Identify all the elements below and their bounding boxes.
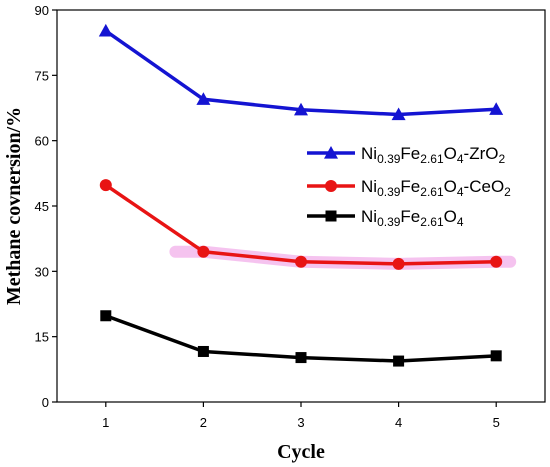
x-tick-label: 5	[493, 415, 500, 430]
series-ceo2	[99, 179, 517, 270]
x-tick-label: 2	[200, 415, 207, 430]
legend-label: Ni0.39Fe2.61O4	[361, 207, 464, 229]
y-tick-label: 45	[35, 199, 49, 214]
data-point-triangle	[98, 23, 113, 37]
legend-marker-circle	[325, 180, 337, 192]
data-point-triangle	[489, 102, 504, 115]
legend-label-text: Ni	[361, 177, 377, 196]
legend-label-text: Ni	[361, 207, 377, 226]
legend-label-subscript: 4	[457, 152, 464, 166]
legend-label-text: O	[444, 144, 457, 163]
series-zro2	[98, 23, 504, 121]
y-axis-title: Methane covnersion/%	[3, 107, 25, 305]
legend-label-subscript: 0.39	[377, 185, 401, 199]
legend-entry-ceo2: Ni0.39Fe2.61O4-CeO2	[307, 177, 511, 199]
legend-entry-base: Ni0.39Fe2.61O4	[307, 207, 464, 229]
data-point-circle	[392, 257, 405, 270]
data-point-square	[490, 350, 502, 362]
legend-label-text: Fe	[400, 177, 420, 196]
legend-label-subscript: 0.39	[377, 215, 401, 229]
legend-label-text: -ZrO	[464, 144, 499, 163]
x-tick-label: 1	[102, 415, 109, 430]
data-point-square	[393, 355, 405, 367]
data-point-square	[100, 310, 112, 322]
legend-label-text: -CeO	[464, 177, 505, 196]
legend-marker-square	[325, 210, 337, 222]
legend-label-subscript: 2.61	[420, 185, 444, 199]
data-point-circle	[99, 179, 112, 192]
legend-label: Ni0.39Fe2.61O4-CeO2	[361, 177, 511, 199]
data-point-circle	[490, 255, 503, 268]
series-base	[100, 310, 502, 367]
data-point-triangle	[196, 92, 211, 105]
legend-label-subscript: 2.61	[420, 215, 444, 229]
y-tick-label: 75	[35, 68, 49, 83]
y-tick-label: 90	[35, 3, 49, 18]
legend-label-subscript: 2	[498, 152, 505, 166]
y-tick-label: 0	[42, 395, 49, 410]
series-line	[104, 29, 497, 117]
legend-label-text: O	[444, 207, 457, 226]
legend-label-subscript: 4	[457, 215, 464, 229]
data-point-square	[295, 352, 307, 364]
legend-label-subscript: 2.61	[420, 152, 444, 166]
legend-label-text: O	[444, 177, 457, 196]
legend-label-text: Fe	[400, 144, 420, 163]
legend-label: Ni0.39Fe2.61O4-ZrO2	[361, 144, 505, 166]
y-tick-label: 60	[35, 134, 49, 149]
data-point-triangle	[294, 102, 308, 116]
legend-marker-triangle	[324, 146, 338, 159]
x-tick-label: 3	[297, 415, 304, 430]
legend-label-text: Fe	[400, 207, 420, 226]
legend-label-subscript: 2	[504, 185, 511, 199]
plot-area-frame	[56, 9, 546, 403]
y-tick-label: 15	[35, 330, 49, 345]
legend-label-text: Ni	[361, 144, 377, 163]
x-tick-label: 4	[395, 415, 402, 430]
y-tick-label: 30	[35, 264, 49, 279]
data-point-triangle	[391, 107, 406, 121]
data-point-circle	[295, 255, 307, 268]
legend-label-subscript: 0.39	[377, 152, 401, 166]
legend-entry-zro2: Ni0.39Fe2.61O4-ZrO2	[307, 144, 505, 166]
data-point-square	[197, 345, 209, 357]
legend-label-subscript: 4	[457, 185, 464, 199]
x-axis-title: Cycle	[277, 441, 325, 463]
data-point-circle	[197, 245, 210, 258]
